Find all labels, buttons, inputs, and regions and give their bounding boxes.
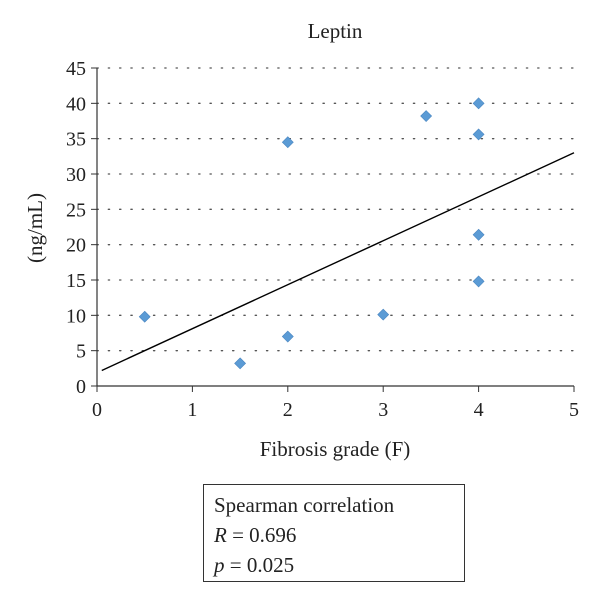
data-point xyxy=(138,310,151,323)
stats-p-line: p = 0.025 xyxy=(214,550,464,580)
data-point xyxy=(281,330,294,343)
gridlines xyxy=(96,67,575,352)
x-tick-label: 4 xyxy=(474,399,484,421)
trendline xyxy=(101,152,575,372)
data-point xyxy=(472,128,485,141)
y-tick-label: 10 xyxy=(66,305,86,327)
p-value: = 0.025 xyxy=(229,553,295,577)
stats-heading: Spearman correlation xyxy=(214,493,395,517)
chart-title: Leptin xyxy=(308,19,363,43)
y-tick-label: 45 xyxy=(66,58,86,80)
x-tick-label: 0 xyxy=(92,399,102,421)
axes xyxy=(91,67,575,392)
r-symbol: R xyxy=(214,523,227,547)
spearman-stats-box: Spearman correlation R = 0.696 p = 0.025 xyxy=(203,484,465,582)
data-point xyxy=(281,136,294,149)
y-tick-labels: 0 5 10 15 20 25 30 35 40 45 xyxy=(66,58,86,398)
y-tick-label: 15 xyxy=(66,270,86,292)
y-tick-label: 25 xyxy=(66,199,86,221)
y-tick-label: 0 xyxy=(76,376,86,398)
data-point xyxy=(234,357,247,370)
x-tick-label: 1 xyxy=(187,399,197,421)
x-tick-labels: 0 1 2 3 4 5 xyxy=(92,399,579,421)
y-tick-label: 30 xyxy=(66,164,86,186)
x-tick-label: 2 xyxy=(283,399,293,421)
data-points xyxy=(138,97,485,370)
stats-r-line: R = 0.696 xyxy=(214,520,464,550)
x-tick-label: 5 xyxy=(569,399,579,421)
data-point xyxy=(472,228,485,241)
p-symbol: p xyxy=(214,553,225,577)
data-point xyxy=(472,275,485,288)
data-point xyxy=(377,308,390,321)
x-tick-label: 3 xyxy=(378,399,388,421)
y-tick-label: 35 xyxy=(66,129,86,151)
data-point xyxy=(420,110,433,122)
y-axis-label: (ng/mL) xyxy=(23,193,47,263)
data-point xyxy=(472,97,485,110)
y-tick-label: 20 xyxy=(66,235,86,257)
y-tick-label: 40 xyxy=(66,93,86,115)
r-value: = 0.696 xyxy=(232,523,297,547)
x-axis-label: Fibrosis grade (F) xyxy=(260,437,411,461)
y-tick-label: 5 xyxy=(76,341,86,363)
